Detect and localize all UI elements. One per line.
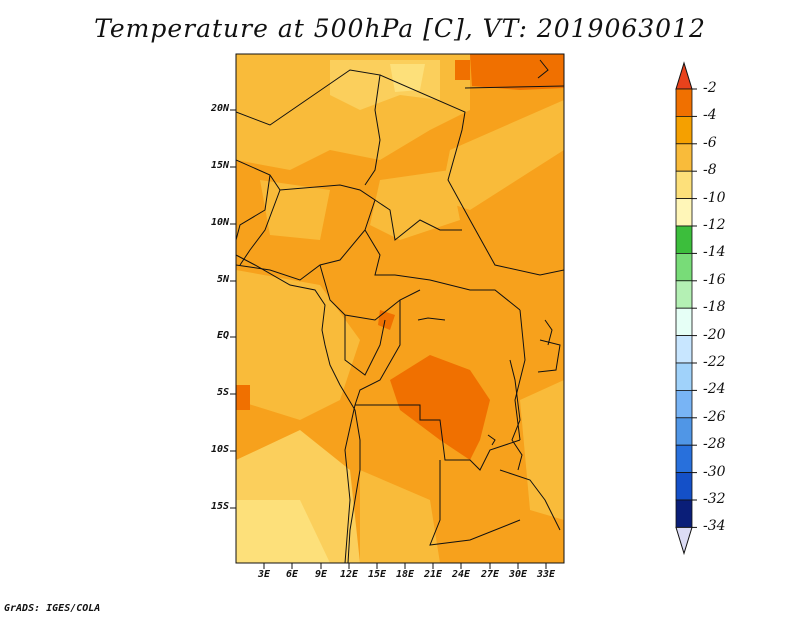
- colorbar: [675, 61, 697, 556]
- lon-label: 9E: [314, 569, 328, 580]
- map-frame: [235, 53, 565, 564]
- colorbar-label: -18: [703, 299, 726, 316]
- colorbar-label: -24: [703, 381, 726, 398]
- colorbar-label: -8: [703, 162, 717, 179]
- colorbar-label: -16: [703, 271, 726, 288]
- colorbar-swatch: [675, 389, 693, 419]
- colorbar-swatch: [675, 499, 693, 528]
- coastline: [236, 59, 553, 563]
- colorbar-swatch: [675, 143, 693, 172]
- colorbar-label: -12: [703, 217, 726, 233]
- lat-label: 5S: [216, 387, 229, 398]
- lat-label: 15S: [210, 501, 229, 512]
- lon-label: 27E: [480, 569, 500, 580]
- lon-label: 3E: [257, 569, 271, 580]
- lat-label: 20N: [210, 103, 229, 114]
- colorbar-swatch: [675, 116, 693, 145]
- colorbar-label: -26: [703, 408, 726, 425]
- colorbar-label: -22: [703, 354, 726, 370]
- colorbar-swatch: [675, 444, 693, 474]
- colorbar-label: -2: [703, 80, 717, 96]
- colorbar-label: -28: [703, 436, 726, 453]
- colorbar-swatch: [675, 472, 693, 501]
- colorbar-label: -32: [703, 491, 726, 507]
- colorbar-swatch: [675, 417, 693, 446]
- lon-label: 15E: [367, 569, 387, 580]
- colorbar-label: -4: [703, 107, 717, 124]
- colorbar-label: -30: [703, 463, 726, 480]
- lon-label: 30E: [508, 569, 528, 580]
- lat-label: 5N: [216, 274, 229, 285]
- lon-label: 21E: [423, 569, 443, 580]
- colorbar-swatch: [675, 307, 693, 337]
- colorbar-swatch: [675, 335, 693, 364]
- chart-title: Temperature at 500hPa [C], VT: 201906301…: [94, 14, 706, 43]
- colorbar-swatch: [675, 362, 693, 391]
- colorbar-label: -20: [703, 326, 726, 343]
- lat-label: 10S: [210, 444, 229, 455]
- colorbar-top-arrow: [675, 61, 693, 90]
- colorbar-swatch: [675, 280, 693, 309]
- colorbar-swatch: [675, 252, 693, 282]
- colorbar-swatch: [675, 88, 693, 117]
- lat-label: EQ: [216, 330, 229, 341]
- lon-label: 33E: [536, 569, 556, 580]
- colorbar-swatch: [675, 225, 693, 254]
- lat-label: 15N: [210, 160, 229, 171]
- country-borders: [236, 69, 564, 563]
- lat-label: 10N: [210, 217, 229, 228]
- axis-ticks: [230, 109, 547, 569]
- colorbar-label: -34: [703, 518, 726, 535]
- colorbar-bottom-arrow: [675, 526, 693, 556]
- grads-credit: GrADS: IGES/COLA: [4, 603, 101, 614]
- lon-label: 12E: [339, 569, 359, 580]
- colorbar-label: -14: [703, 244, 726, 261]
- colorbar-label: -10: [703, 189, 726, 206]
- colorbar-label: -6: [703, 134, 717, 151]
- colorbar-swatch: [675, 170, 693, 199]
- colorbar-swatch: [675, 198, 693, 227]
- lon-label: 18E: [395, 569, 415, 580]
- lon-label: 24E: [451, 569, 471, 580]
- lon-label: 6E: [285, 569, 299, 580]
